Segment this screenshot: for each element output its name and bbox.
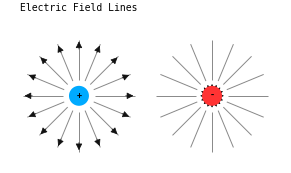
- Circle shape: [69, 86, 89, 106]
- Text: +: +: [77, 91, 81, 100]
- Circle shape: [202, 86, 222, 106]
- Text: Electric Field Lines: Electric Field Lines: [20, 3, 138, 13]
- Text: -: -: [210, 91, 214, 100]
